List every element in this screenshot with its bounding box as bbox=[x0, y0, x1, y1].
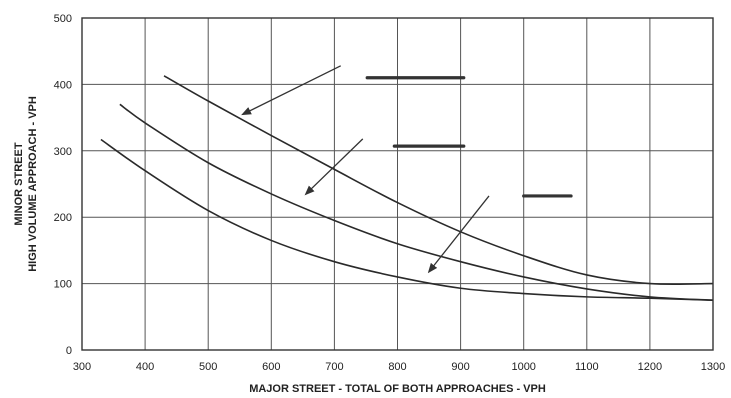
x-tick-label: 1100 bbox=[575, 361, 599, 373]
y-tick-label: 200 bbox=[54, 212, 72, 224]
y-tick-label: 400 bbox=[54, 79, 72, 91]
annotation-arrow bbox=[427, 195, 490, 274]
x-tick-label: 800 bbox=[388, 361, 406, 373]
x-tick-label: 900 bbox=[451, 361, 469, 373]
annotation-arrow bbox=[241, 65, 341, 116]
plot-frame bbox=[81, 17, 714, 351]
grid-lines bbox=[81, 17, 714, 351]
y-tick-labels: 0 100 200 300 400 500 bbox=[54, 13, 72, 357]
x-tick-label: 400 bbox=[136, 361, 154, 373]
x-tick-label: 500 bbox=[199, 361, 217, 373]
y-tick-label: 300 bbox=[54, 146, 72, 158]
series-layer bbox=[100, 75, 714, 301]
series-curve-3 bbox=[100, 138, 714, 301]
series-curve-2 bbox=[119, 103, 714, 301]
x-tick-label: 1200 bbox=[638, 361, 662, 373]
x-tick-label: 1300 bbox=[701, 361, 725, 373]
y-axis-title-line2: HIGH VOLUME APPROACH - VPH bbox=[27, 96, 39, 272]
annotation-arrows bbox=[241, 65, 490, 274]
x-axis-title: MAJOR STREET - TOTAL OF BOTH APPROACHES … bbox=[249, 383, 546, 395]
x-tick-label: 600 bbox=[262, 361, 280, 373]
y-axis-title-line1: MINOR STREET bbox=[13, 142, 25, 225]
y-tick-label: 500 bbox=[54, 13, 72, 25]
series-curve-1 bbox=[163, 75, 714, 286]
x-tick-label: 1000 bbox=[511, 361, 535, 373]
annotation-arrow bbox=[304, 138, 364, 196]
y-tick-label: 0 bbox=[66, 345, 72, 357]
x-tick-labels: 300 400 500 600 700 800 900 1000 1100 1200 1300 bbox=[73, 361, 725, 373]
marks-layer bbox=[365, 76, 573, 198]
x-tick-label: 300 bbox=[73, 361, 91, 373]
y-tick-label: 100 bbox=[54, 279, 72, 291]
x-tick-label: 700 bbox=[325, 361, 343, 373]
